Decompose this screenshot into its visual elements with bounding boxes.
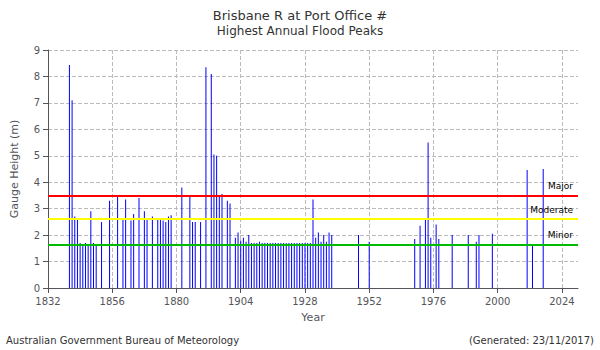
svg-text:5: 5 (34, 150, 40, 161)
svg-text:1976: 1976 (421, 296, 446, 307)
svg-text:1928: 1928 (292, 296, 317, 307)
svg-text:4: 4 (34, 177, 40, 188)
svg-text:Brisbane R at Port Office #: Brisbane R at Port Office # (213, 8, 387, 23)
svg-text:1904: 1904 (228, 296, 253, 307)
svg-text:(Generated: 23/11/2017): (Generated: 23/11/2017) (469, 335, 594, 346)
svg-text:3: 3 (34, 203, 40, 214)
svg-text:1: 1 (34, 256, 40, 267)
svg-text:Gauge Height (m): Gauge Height (m) (8, 120, 21, 219)
svg-text:Major: Major (548, 181, 573, 191)
svg-text:2: 2 (34, 230, 40, 241)
svg-text:Year: Year (300, 311, 325, 324)
svg-text:Highest Annual Flood Peaks: Highest Annual Flood Peaks (217, 24, 383, 38)
svg-text:Moderate: Moderate (530, 205, 573, 215)
svg-text:2000: 2000 (485, 296, 510, 307)
svg-text:Australian Government Bureau o: Australian Government Bureau of Meteorol… (6, 335, 239, 346)
svg-text:7: 7 (34, 97, 40, 108)
svg-text:Minor: Minor (548, 230, 573, 240)
svg-text:8: 8 (34, 71, 40, 82)
svg-text:1856: 1856 (100, 296, 125, 307)
svg-text:1952: 1952 (356, 296, 381, 307)
svg-text:1832: 1832 (35, 296, 60, 307)
svg-text:9: 9 (34, 45, 40, 56)
svg-text:1880: 1880 (164, 296, 189, 307)
svg-text:6: 6 (34, 124, 40, 135)
svg-text:0: 0 (34, 283, 40, 294)
svg-text:2024: 2024 (549, 296, 574, 307)
